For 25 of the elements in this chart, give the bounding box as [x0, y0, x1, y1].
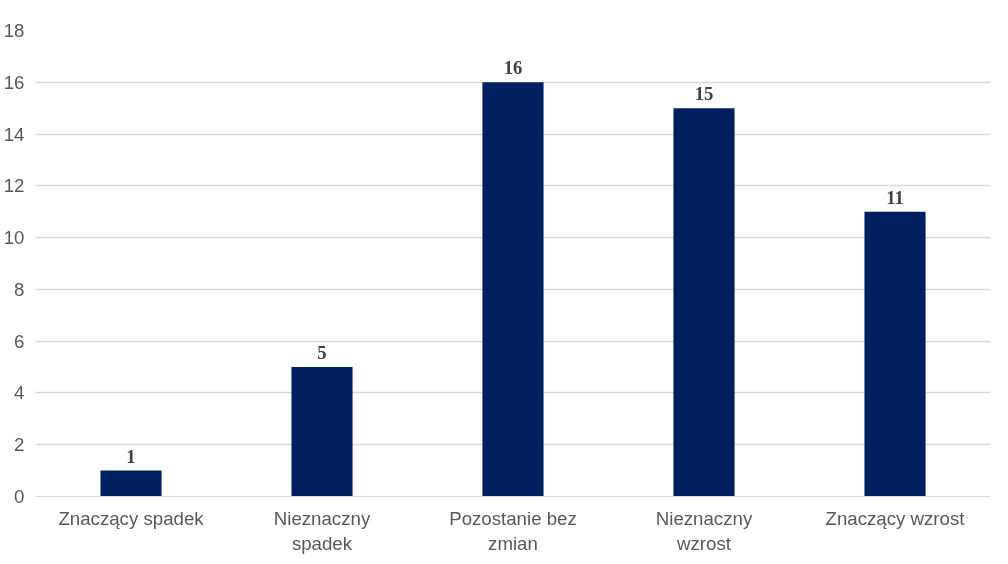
- bar: [100, 470, 162, 497]
- y-tick-label: 2: [14, 434, 25, 456]
- bar: [673, 108, 735, 497]
- y-tick-label: 0: [14, 486, 25, 507]
- x-tick-label: Znaczący wzrost: [825, 507, 966, 529]
- bar: [864, 211, 926, 497]
- bar: [482, 82, 544, 497]
- bar: [291, 367, 353, 497]
- y-tick-label: 10: [3, 227, 25, 249]
- x-tick-label: Nieznaczny spadek: [273, 507, 371, 554]
- data-label: 5: [317, 342, 327, 364]
- y-tick-label: 14: [3, 123, 25, 145]
- y-tick-label: 4: [14, 382, 25, 404]
- data-label: 11: [886, 186, 904, 208]
- data-label: 1: [126, 445, 136, 467]
- y-tick-label: 16: [3, 71, 25, 93]
- x-tick-label: Znaczący spadek: [58, 507, 205, 529]
- data-label: 15: [694, 83, 714, 105]
- y-tick-label: 8: [14, 278, 25, 300]
- y-tick-label: 6: [14, 330, 25, 352]
- x-tick-label: Pozostanie bez zmian: [449, 507, 577, 554]
- y-tick-label: 12: [3, 175, 25, 197]
- x-tick-label: Nieznaczny wzrost: [655, 507, 753, 554]
- data-label: 16: [503, 57, 523, 79]
- y-tick-label: 18: [3, 20, 25, 41]
